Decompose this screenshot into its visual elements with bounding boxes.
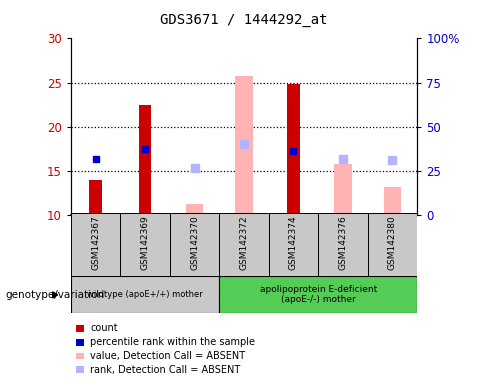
Bar: [384, 187, 401, 215]
Bar: [76, 366, 84, 373]
Bar: [71, 276, 219, 313]
Bar: [186, 204, 203, 215]
Bar: [120, 213, 170, 276]
Text: rank, Detection Call = ABSENT: rank, Detection Call = ABSENT: [90, 365, 241, 375]
Polygon shape: [53, 292, 58, 298]
Bar: [219, 276, 417, 313]
Text: percentile rank within the sample: percentile rank within the sample: [90, 337, 255, 347]
Text: genotype/variation: genotype/variation: [5, 290, 104, 300]
Bar: [76, 339, 84, 346]
Text: GSM142369: GSM142369: [141, 215, 149, 270]
Bar: [76, 353, 84, 359]
Text: count: count: [90, 323, 118, 333]
Text: GSM142380: GSM142380: [388, 215, 397, 270]
Bar: [71, 213, 120, 276]
Bar: [318, 213, 368, 276]
Text: GSM142376: GSM142376: [339, 215, 347, 270]
Bar: [269, 213, 318, 276]
Text: apolipoprotein E-deficient
(apoE-/-) mother: apolipoprotein E-deficient (apoE-/-) mot…: [260, 285, 377, 305]
Bar: [89, 180, 102, 215]
Text: wildtype (apoE+/+) mother: wildtype (apoE+/+) mother: [87, 290, 203, 299]
Text: GSM142372: GSM142372: [240, 215, 248, 270]
Bar: [76, 325, 84, 332]
Text: GSM142374: GSM142374: [289, 215, 298, 270]
Text: GSM142367: GSM142367: [91, 215, 100, 270]
Bar: [287, 84, 300, 215]
Bar: [170, 213, 219, 276]
Text: GDS3671 / 1444292_at: GDS3671 / 1444292_at: [160, 13, 328, 27]
Bar: [235, 76, 253, 215]
Bar: [334, 164, 352, 215]
Bar: [219, 213, 269, 276]
Text: value, Detection Call = ABSENT: value, Detection Call = ABSENT: [90, 351, 245, 361]
Bar: [139, 104, 151, 215]
Text: GSM142370: GSM142370: [190, 215, 199, 270]
Bar: [368, 213, 417, 276]
